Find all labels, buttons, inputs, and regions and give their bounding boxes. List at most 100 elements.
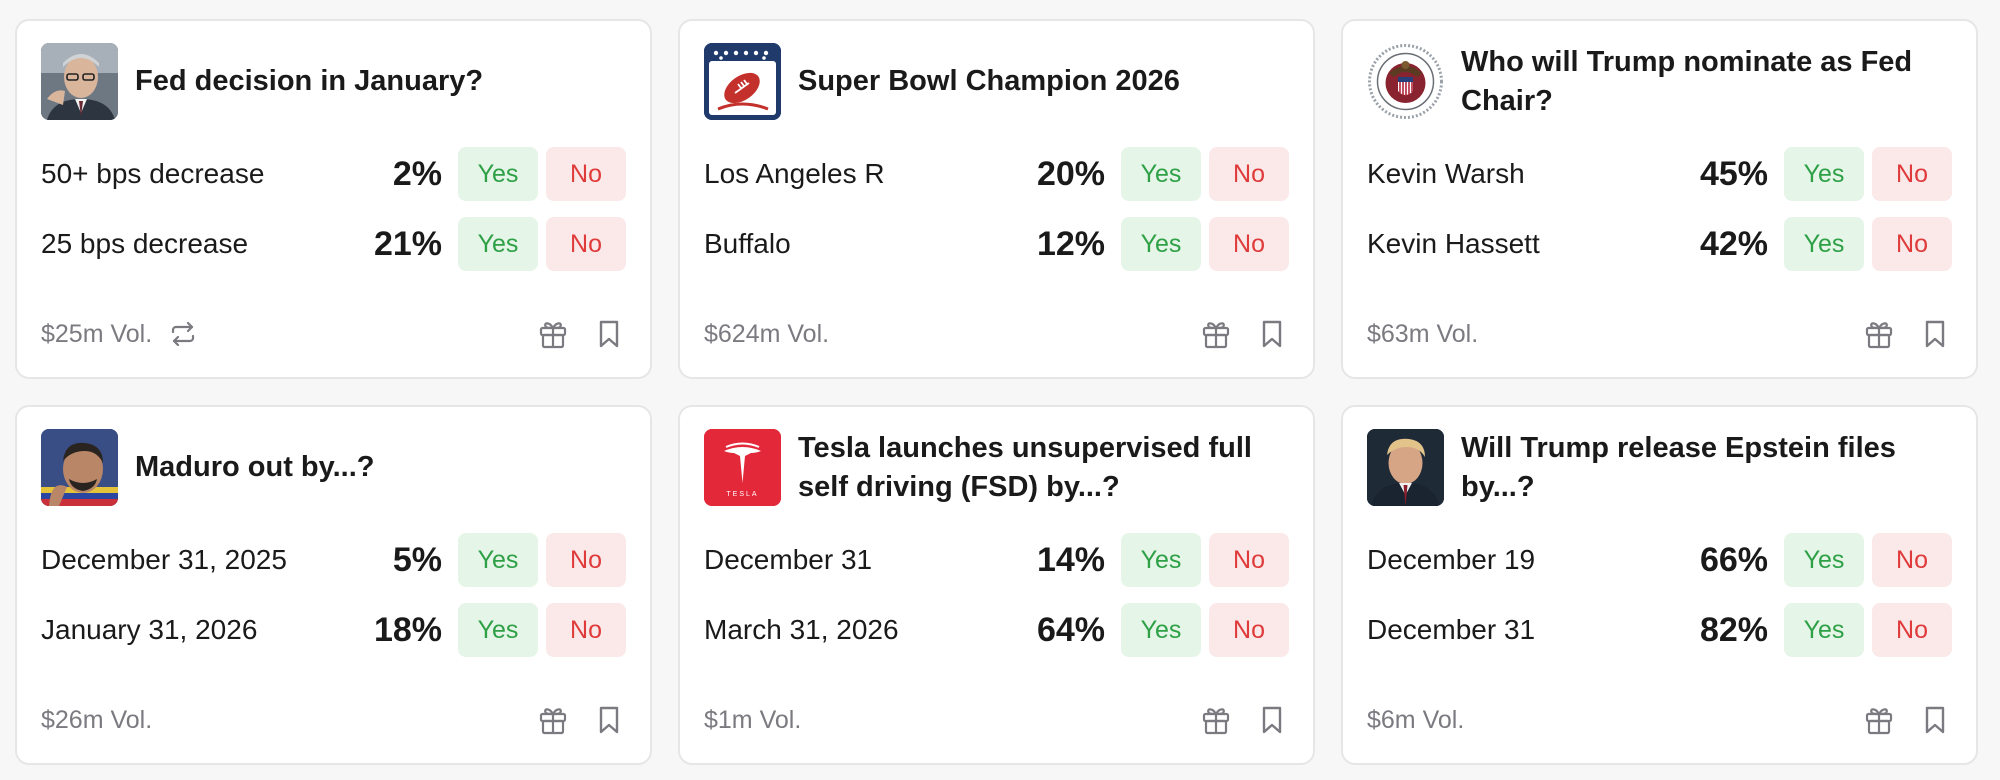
buy-no-button[interactable]: No [1872,147,1952,201]
card-footer: $6m Vol. [1367,703,1952,737]
buy-no-button[interactable]: No [1209,147,1289,201]
card-header: Super Bowl Champion 2026 [704,43,1289,143]
gift-icon[interactable] [536,703,570,737]
buy-no-button[interactable]: No [1209,533,1289,587]
buy-yes-button[interactable]: Yes [458,603,538,657]
buy-yes-button[interactable]: Yes [1784,533,1864,587]
outcome-probability: 20% [1036,154,1105,193]
maduro-portrait-icon [41,429,118,506]
volume-label: $26m Vol. [41,705,153,734]
buy-yes-button[interactable]: Yes [1121,147,1201,201]
trump-portrait-icon [1367,429,1444,506]
market-card[interactable]: Who will Trump nominate as Fed Chair? Ke… [1341,19,1978,379]
gift-icon[interactable] [536,317,570,351]
outcome-row: December 31, 2025 5% Yes No [41,533,626,587]
bookmark-icon[interactable] [1255,317,1289,351]
gift-icon[interactable] [1862,703,1896,737]
market-title[interactable]: Will Trump release Epstein files by...? [1461,432,1896,503]
buy-yes-button[interactable]: Yes [1121,603,1201,657]
outcome-probability: 12% [1036,224,1105,263]
outcome-label: December 31 [1367,614,1536,645]
market-title[interactable]: Maduro out by...? [135,451,375,483]
outcome-row: Kevin Warsh 45% Yes No [1367,147,1952,201]
outcome-list: December 31 14% Yes No March 31, 2026 64… [704,533,1289,657]
outcome-row: 25 bps decrease 21% Yes No [41,217,626,271]
fed-chair-portrait-icon [41,43,118,120]
outcome-label: December 31, 2025 [41,544,287,575]
football-logo-icon [704,43,781,120]
outcome-probability: 21% [373,224,442,263]
outcome-probability: 45% [1699,154,1768,193]
outcome-label: Kevin Hassett [1367,228,1540,259]
buy-no-button[interactable]: No [546,533,626,587]
outcome-label: 25 bps decrease [41,228,249,259]
buy-yes-button[interactable]: Yes [1784,147,1864,201]
buy-yes-button[interactable]: Yes [1121,217,1201,271]
outcome-label: 50+ bps decrease [41,158,265,189]
outcome-probability: 2% [392,154,442,193]
bookmark-icon[interactable] [592,317,626,351]
buy-yes-button[interactable]: Yes [458,533,538,587]
market-card[interactable]: Super Bowl Champion 2026 Los Angeles R 2… [678,19,1315,379]
market-card[interactable]: Maduro out by...? December 31, 2025 5% Y… [15,405,652,765]
markets-grid: Fed decision in January? 50+ bps decreas… [15,19,1978,765]
card-footer: $25m Vol. [41,317,626,351]
card-footer: $624m Vol. [704,317,1289,351]
bookmark-icon[interactable] [1918,703,1952,737]
gift-icon[interactable] [1199,703,1233,737]
outcome-row: December 31 82% Yes No [1367,603,1952,657]
market-title[interactable]: Tesla launches unsupervised full self dr… [798,432,1252,503]
market-title[interactable]: Fed decision in January? [135,65,484,97]
market-card[interactable]: Fed decision in January? 50+ bps decreas… [15,19,652,379]
buy-no-button[interactable]: No [1872,603,1952,657]
buy-no-button[interactable]: No [546,217,626,271]
market-card[interactable]: TESLA Tesla launches unsupervised full s… [678,405,1315,765]
outcome-list: Kevin Warsh 45% Yes No Kevin Hassett 42%… [1367,147,1952,271]
bookmark-icon[interactable] [1255,703,1289,737]
repeat-icon [170,322,196,346]
card-footer: $26m Vol. [41,703,626,737]
bookmark-icon[interactable] [1918,317,1952,351]
buy-no-button[interactable]: No [1209,603,1289,657]
buy-yes-button[interactable]: Yes [1784,217,1864,271]
buy-yes-button[interactable]: Yes [458,217,538,271]
tesla-logo-icon: TESLA [704,429,781,506]
buy-yes-button[interactable]: Yes [458,147,538,201]
card-header: Who will Trump nominate as Fed Chair? [1367,43,1952,143]
card-header: TESLA Tesla launches unsupervised full s… [704,429,1289,529]
volume-label: $624m Vol. [704,319,830,348]
outcome-row: 50+ bps decrease 2% Yes No [41,147,626,201]
outcome-probability: 42% [1699,224,1768,263]
tesla-logo-text: TESLA [726,491,758,498]
buy-no-button[interactable]: No [1872,217,1952,271]
gift-icon[interactable] [1862,317,1896,351]
outcome-label: January 31, 2026 [41,614,258,645]
outcome-row: Los Angeles R 20% Yes No [704,147,1289,201]
buy-no-button[interactable]: No [1872,533,1952,587]
bookmark-icon[interactable] [592,703,626,737]
buy-no-button[interactable]: No [546,603,626,657]
outcome-row: Kevin Hassett 42% Yes No [1367,217,1952,271]
outcome-row: December 19 66% Yes No [1367,533,1952,587]
market-title[interactable]: Super Bowl Champion 2026 [798,65,1180,97]
outcome-list: Los Angeles R 20% Yes No Buffalo 12% Yes… [704,147,1289,271]
market-card[interactable]: Will Trump release Epstein files by...? … [1341,405,1978,765]
outcome-row: March 31, 2026 64% Yes No [704,603,1289,657]
card-footer: $63m Vol. [1367,317,1952,351]
outcome-label: Buffalo [704,228,791,259]
volume-label: $1m Vol. [704,705,802,734]
gift-icon[interactable] [1199,317,1233,351]
buy-yes-button[interactable]: Yes [1121,533,1201,587]
outcome-probability: 82% [1699,610,1768,649]
outcome-row: December 31 14% Yes No [704,533,1289,587]
market-title[interactable]: Who will Trump nominate as Fed Chair? [1461,46,1913,117]
buy-no-button[interactable]: No [546,147,626,201]
buy-no-button[interactable]: No [1209,217,1289,271]
buy-yes-button[interactable]: Yes [1784,603,1864,657]
outcome-list: December 19 66% Yes No December 31 82% Y… [1367,533,1952,657]
outcome-list: 50+ bps decrease 2% Yes No 25 bps decrea… [41,147,626,271]
outcome-probability: 66% [1699,540,1768,579]
outcome-row: Buffalo 12% Yes No [704,217,1289,271]
card-header: Fed decision in January? [41,43,626,143]
outcome-probability: 18% [373,610,442,649]
